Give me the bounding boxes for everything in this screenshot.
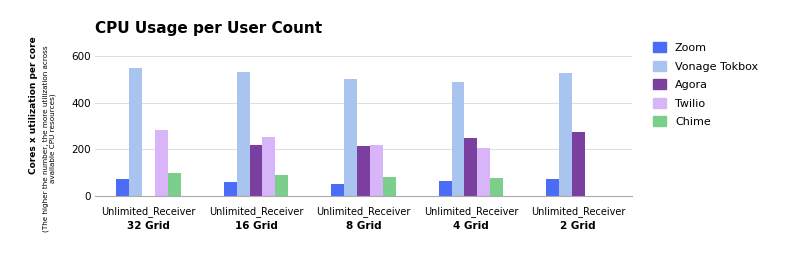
Text: 16 Grid: 16 Grid xyxy=(235,222,277,232)
Text: 2 Grid: 2 Grid xyxy=(560,222,596,232)
Bar xyxy=(357,146,370,196)
Bar xyxy=(130,68,142,196)
Text: (The higher the number, the more utilization across
available CPU resources): (The higher the number, the more utiliza… xyxy=(42,45,56,232)
Bar xyxy=(572,132,585,196)
Text: Unlimited_Receiver: Unlimited_Receiver xyxy=(531,206,626,217)
Text: Unlimited_Receiver: Unlimited_Receiver xyxy=(209,206,303,217)
Text: Unlimited_Receiver: Unlimited_Receiver xyxy=(423,206,518,217)
Bar xyxy=(331,184,344,196)
Bar xyxy=(237,72,250,196)
Bar xyxy=(275,175,288,196)
Bar xyxy=(116,180,130,196)
Bar xyxy=(262,137,275,196)
Bar xyxy=(344,79,357,196)
Text: Unlimited_Receiver: Unlimited_Receiver xyxy=(101,206,196,217)
Text: 4 Grid: 4 Grid xyxy=(453,222,489,232)
Bar xyxy=(490,177,503,196)
Bar xyxy=(167,173,181,196)
Bar xyxy=(382,177,396,196)
Text: Cores x utilization per core: Cores x utilization per core xyxy=(28,36,37,174)
Bar xyxy=(546,179,559,196)
Text: Unlimited_Receiver: Unlimited_Receiver xyxy=(316,206,411,217)
Bar xyxy=(370,145,382,196)
Bar xyxy=(155,130,167,196)
Text: 8 Grid: 8 Grid xyxy=(345,222,382,232)
Bar xyxy=(224,182,237,196)
Legend: Zoom, Vonage Tokbox, Agora, Twilio, Chime: Zoom, Vonage Tokbox, Agora, Twilio, Chim… xyxy=(649,38,762,132)
Text: CPU Usage per User Count: CPU Usage per User Count xyxy=(95,21,322,36)
Bar xyxy=(477,148,490,196)
Bar xyxy=(250,145,262,196)
Bar xyxy=(559,74,572,196)
Bar xyxy=(452,82,465,196)
Bar xyxy=(465,138,477,196)
Bar xyxy=(438,181,452,196)
Text: 32 Grid: 32 Grid xyxy=(127,222,170,232)
